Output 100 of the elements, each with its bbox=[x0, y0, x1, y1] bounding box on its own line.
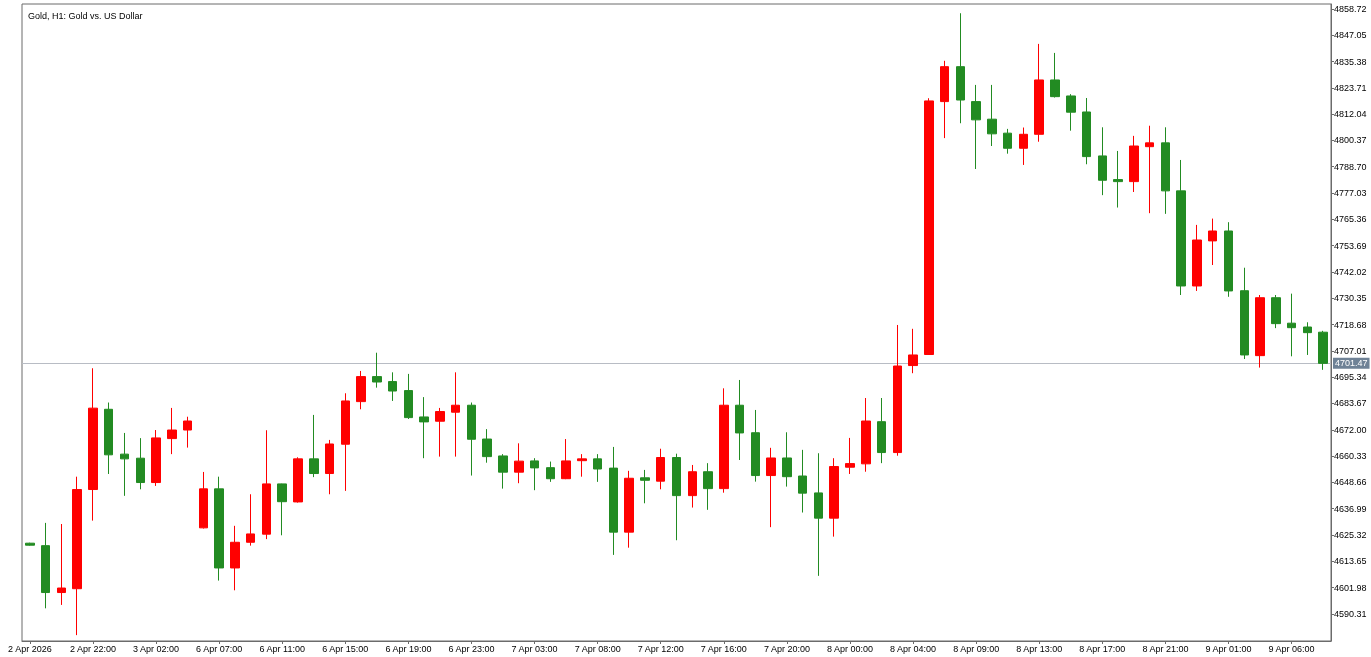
candlestick bbox=[1145, 125, 1154, 214]
candlestick bbox=[167, 407, 177, 455]
candlestick bbox=[230, 525, 240, 591]
y-tick-label: 4672.00 bbox=[1334, 424, 1367, 435]
y-tick-label: 4812.04 bbox=[1334, 109, 1367, 120]
candlestick bbox=[388, 371, 397, 402]
candlestick bbox=[1224, 221, 1233, 298]
y-tick-label: 4707.01 bbox=[1334, 345, 1367, 356]
candlestick bbox=[404, 373, 413, 420]
y-tick-label: 4683.67 bbox=[1334, 398, 1367, 409]
x-tick-label: 6 Apr 19:00 bbox=[385, 643, 432, 654]
candlestick bbox=[1161, 126, 1170, 215]
y-tick-label: 4730.35 bbox=[1334, 293, 1367, 304]
x-tick-label: 6 Apr 07:00 bbox=[196, 643, 243, 654]
candlestick bbox=[877, 397, 886, 464]
x-tick-label: 7 Apr 12:00 bbox=[637, 643, 684, 654]
candlestick bbox=[593, 453, 602, 483]
x-tick-label: 8 Apr 21:00 bbox=[1142, 643, 1189, 654]
candlestick bbox=[341, 392, 350, 492]
candlestick bbox=[57, 523, 66, 606]
candlestick bbox=[25, 542, 35, 547]
candlestick bbox=[1019, 127, 1028, 166]
candlestick bbox=[1098, 126, 1107, 196]
candlestick bbox=[971, 84, 981, 170]
candlestick bbox=[1303, 321, 1312, 356]
y-tick-label: 4788.70 bbox=[1334, 161, 1367, 172]
candlestick bbox=[183, 416, 192, 449]
candlestick bbox=[735, 379, 744, 461]
x-tick-label: 6 Apr 23:00 bbox=[448, 643, 495, 654]
candlestick bbox=[435, 407, 445, 458]
y-tick-label: 4718.68 bbox=[1334, 319, 1367, 330]
y-tick-label: 4601.98 bbox=[1334, 582, 1367, 593]
candlestick bbox=[514, 442, 524, 484]
y-tick-label: 4742.02 bbox=[1334, 266, 1367, 277]
candlestick bbox=[546, 461, 555, 483]
candlestick bbox=[1318, 330, 1328, 371]
candlestick bbox=[719, 387, 729, 494]
y-tick-label: 4835.38 bbox=[1334, 56, 1367, 67]
candlestick bbox=[893, 324, 902, 457]
y-tick-label: 4777.03 bbox=[1334, 188, 1367, 199]
y-tick-label: 4858.72 bbox=[1334, 3, 1367, 14]
candlestick bbox=[277, 483, 287, 536]
candlestick bbox=[1287, 293, 1296, 357]
candlestick bbox=[72, 476, 82, 636]
ref-line-label: 4701.47 bbox=[1335, 358, 1368, 369]
text: Gold, H1: Gold vs. US Dollar bbox=[28, 10, 143, 21]
candlestick bbox=[688, 464, 697, 509]
candlestick bbox=[672, 453, 681, 541]
candlestick bbox=[624, 470, 634, 549]
x-tick-label: 8 Apr 09:00 bbox=[953, 643, 1000, 654]
candlestick bbox=[325, 439, 334, 495]
x-tick-label: 2 Apr 22:00 bbox=[69, 643, 116, 654]
candlestick bbox=[703, 462, 713, 511]
candlestick bbox=[751, 409, 760, 483]
candlestick bbox=[1003, 128, 1012, 155]
candlestick bbox=[814, 452, 823, 577]
candlestick bbox=[1066, 93, 1076, 132]
candlestick bbox=[482, 428, 492, 464]
candlestick bbox=[640, 469, 650, 504]
candlestick bbox=[199, 471, 208, 530]
candlestick bbox=[908, 328, 918, 374]
x-tick-label: 8 Apr 04:00 bbox=[890, 643, 937, 654]
candlestick bbox=[293, 456, 303, 504]
candlestick bbox=[987, 84, 997, 147]
candlestick bbox=[956, 12, 965, 124]
candlestick bbox=[1129, 135, 1139, 193]
candlestick bbox=[782, 431, 792, 488]
candlestick bbox=[1192, 224, 1202, 292]
candlestick bbox=[151, 429, 161, 487]
y-tick-label: 4590.31 bbox=[1334, 608, 1367, 619]
candlestick bbox=[829, 457, 839, 538]
candlestick bbox=[1240, 267, 1249, 360]
candlestick bbox=[1271, 294, 1281, 329]
candlestick bbox=[530, 457, 539, 491]
candlestick bbox=[498, 453, 508, 490]
candlestick bbox=[1176, 159, 1186, 296]
x-tick-label: 7 Apr 16:00 bbox=[700, 643, 747, 654]
x-tick-label: 7 Apr 20:00 bbox=[763, 643, 810, 654]
y-tick-label: 4753.69 bbox=[1334, 240, 1367, 251]
candlestick bbox=[309, 414, 319, 478]
candlestick bbox=[766, 447, 776, 528]
candlestick bbox=[41, 522, 50, 609]
x-tick-label: 9 Apr 06:00 bbox=[1268, 643, 1315, 654]
candlestick bbox=[1255, 294, 1265, 369]
candlestick bbox=[419, 396, 429, 459]
candlestick bbox=[246, 493, 255, 547]
candlestick bbox=[861, 397, 871, 473]
candlestick bbox=[88, 367, 98, 522]
y-tick-label: 4823.71 bbox=[1334, 82, 1367, 93]
candlestick bbox=[1082, 97, 1091, 165]
x-tick-label: 6 Apr 11:00 bbox=[259, 643, 305, 654]
y-tick-label: 4636.99 bbox=[1334, 503, 1367, 514]
x-tick-label: 6 Apr 15:00 bbox=[322, 643, 369, 654]
candlestick bbox=[1050, 52, 1060, 99]
x-tick-label: 7 Apr 03:00 bbox=[511, 643, 558, 654]
x-tick-label: 8 Apr 13:00 bbox=[1016, 643, 1063, 654]
candlestick bbox=[104, 402, 113, 475]
y-tick-label: 4695.34 bbox=[1334, 372, 1367, 383]
candlestick bbox=[136, 437, 145, 490]
candlestick bbox=[214, 476, 224, 582]
